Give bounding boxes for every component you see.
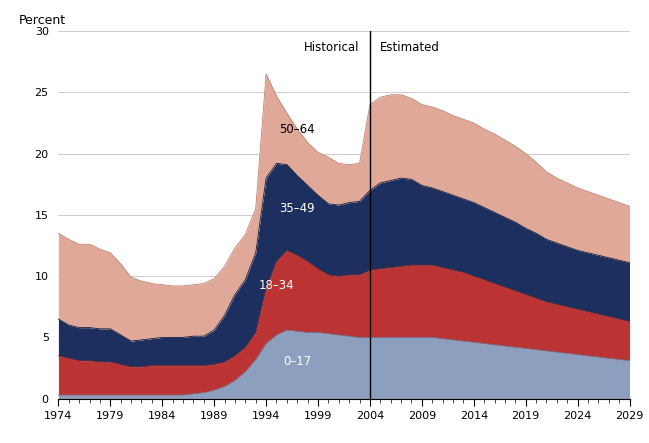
Text: 0–17: 0–17: [283, 355, 312, 369]
Text: Estimated: Estimated: [380, 41, 440, 54]
Text: 18–34: 18–34: [259, 280, 294, 292]
Text: 50–64: 50–64: [280, 123, 315, 136]
Text: Percent: Percent: [18, 14, 66, 27]
Text: 35–49: 35–49: [280, 202, 315, 215]
Text: Historical: Historical: [304, 41, 360, 54]
